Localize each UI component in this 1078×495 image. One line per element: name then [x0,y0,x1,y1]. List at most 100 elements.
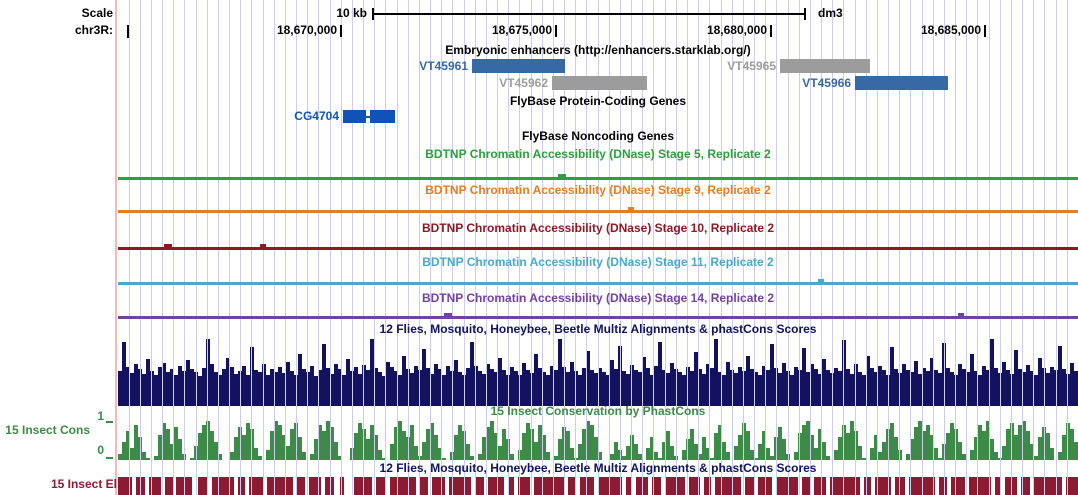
conserved-element[interactable] [689,477,700,495]
gene-exon[interactable] [343,110,366,123]
conserved-element[interactable] [475,477,484,495]
conserved-element[interactable] [249,477,263,495]
track-title-multiz-2[interactable]: 12 Flies, Mosquito, Honeybee, Beetle Mul… [379,461,817,475]
conserved-element[interactable] [568,477,576,495]
enhancer-box-vt45961[interactable] [472,59,565,73]
conserved-element[interactable] [297,477,305,495]
hist-bar [146,359,150,406]
hist-bar [190,369,194,406]
hist-bar [670,363,674,406]
conserved-element[interactable] [715,477,741,495]
track-title-bdtnp-4[interactable]: BDTNP Chromatin Accessibility (DNase) St… [421,291,775,305]
conserved-element[interactable] [665,477,685,495]
conserved-element[interactable] [309,477,321,495]
conserved-element[interactable] [969,477,991,495]
hist-bar [534,354,538,406]
conserved-element[interactable] [165,477,173,495]
hist-bar [438,369,442,406]
hist-bar [690,371,694,406]
conserved-element[interactable] [939,477,947,495]
hist-bar [358,374,362,406]
hist-bar [1074,442,1078,460]
conserved-element[interactable] [534,477,564,495]
hist-bar [906,370,910,406]
track-title-bdtnp-3[interactable]: BDTNP Chromatin Accessibility (DNase) St… [422,255,774,269]
insect-elements-left-label[interactable]: 15 Insect El [50,477,117,491]
track-title-flybase-noncoding[interactable]: FlyBase Noncoding Genes [521,129,675,143]
enhancer-label-vt45965[interactable]: VT45965 [727,59,776,73]
gene-label-cg4704[interactable]: CG4704 [294,109,339,123]
phastcons-left-label[interactable]: 15 Insect Cons [5,423,90,437]
conserved-element[interactable] [508,477,514,495]
track-title-multiz[interactable]: 12 Flies, Mosquito, Honeybee, Beetle Mul… [379,322,817,336]
conserved-element[interactable] [636,477,648,495]
conserved-element[interactable] [830,477,860,495]
hist-bar [982,366,986,406]
track-title-embryonic-enhancers[interactable]: Embryonic enhancers (http://enhancers.st… [445,43,751,57]
conserved-element[interactable] [354,477,372,495]
hist-bar [430,374,434,406]
conserved-element[interactable] [626,477,632,495]
hist-bar [862,375,866,406]
bdtnp-signal-line-3[interactable] [118,282,1078,285]
track-title-bdtnp-1[interactable]: BDTNP Chromatin Accessibility (DNase) St… [425,183,771,197]
conserved-element[interactable] [776,477,798,495]
conserved-element[interactable] [995,477,1001,495]
conserved-element[interactable] [390,477,416,495]
conserved-element[interactable] [704,477,711,495]
hist-bar [958,442,962,460]
conserved-element[interactable] [198,477,208,495]
conserved-element[interactable] [212,477,234,495]
conserved-element[interactable] [745,477,754,495]
track-title-bdtnp-2[interactable]: BDTNP Chromatin Accessibility (DNase) St… [421,221,775,235]
conserved-element[interactable] [598,477,622,495]
hist-bar [594,373,598,406]
conserved-element[interactable] [267,477,293,495]
enhancer-label-vt45966[interactable]: VT45966 [802,76,851,90]
hist-bar [214,372,218,406]
conserved-element[interactable] [432,477,445,495]
hist-bar [870,368,874,406]
conserved-element[interactable] [1034,477,1062,495]
hist-bar [1070,429,1074,460]
bdtnp-signal-line-2[interactable] [118,247,1078,250]
conserved-element[interactable] [951,477,965,495]
enhancer-label-vt45962[interactable]: VT45962 [499,76,548,90]
conserved-element[interactable] [875,477,891,495]
hist-bar [826,456,830,460]
enhancer-box-vt45965[interactable] [780,59,870,73]
conserved-element[interactable] [376,477,386,495]
conserved-element[interactable] [118,477,132,495]
conserved-element[interactable] [176,477,192,495]
conserved-element[interactable] [340,477,344,495]
conserved-element[interactable] [518,477,530,495]
track-title-bdtnp-0[interactable]: BDTNP Chromatin Accessibility (DNase) St… [425,147,771,161]
hist-bar [202,368,206,406]
enhancer-box-vt45962[interactable] [552,76,647,90]
track-title-phastcons[interactable]: 15 Insect Conservation by PhastCons [490,404,706,418]
ruler-tick [770,25,772,37]
conserved-element[interactable] [814,477,826,495]
conserved-element[interactable] [1021,477,1030,495]
enhancer-box-vt45966[interactable] [855,76,948,90]
conserved-element[interactable] [420,477,428,495]
conserved-element[interactable] [488,477,504,495]
conserved-element[interactable] [758,477,772,495]
conserved-element[interactable] [1066,477,1078,495]
track-title-flybase-coding[interactable]: FlyBase Protein-Coding Genes [509,94,687,108]
bdtnp-signal-line-1[interactable] [118,210,1078,213]
hist-bar [1018,425,1022,460]
conserved-element[interactable] [652,477,661,495]
conserved-element[interactable] [149,477,161,495]
bdtnp-signal-line-4[interactable] [118,316,1078,319]
enhancer-label-vt45961[interactable]: VT45961 [419,59,468,73]
conserved-element[interactable] [802,477,810,495]
conserved-element[interactable] [238,477,245,495]
conserved-element[interactable] [325,477,334,495]
bdtnp-signal-line-0[interactable] [118,177,1078,180]
hist-bar [918,374,922,406]
conserved-element[interactable] [449,477,471,495]
conserved-element[interactable] [864,477,871,495]
hist-bar [638,372,642,406]
gene-exon[interactable] [370,110,395,123]
